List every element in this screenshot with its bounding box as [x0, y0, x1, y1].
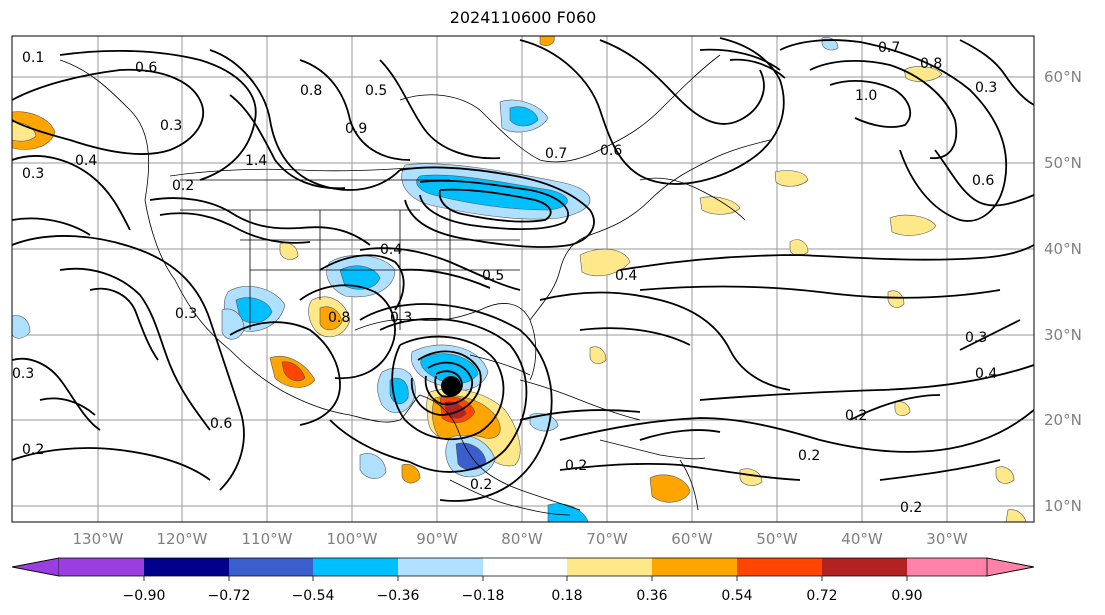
contour-label: 0.2 — [845, 408, 867, 424]
lon-label: 40°W — [841, 530, 883, 548]
contour-label: 0.6 — [135, 60, 157, 76]
contour-label: 0.2 — [798, 448, 820, 464]
contour-label: 0.1 — [22, 50, 44, 66]
lat-label: 40°N — [1044, 240, 1082, 258]
contour-label: 0.6 — [600, 143, 622, 159]
map-title: 2024110600 F060 — [449, 8, 597, 27]
colorbar-tick: 0.54 — [721, 588, 752, 604]
contour-label: 0.4 — [75, 153, 97, 169]
contour-label: 0.3 — [160, 118, 182, 134]
lat-label: 20°N — [1044, 411, 1082, 429]
contour-label: 0.3 — [965, 330, 987, 346]
colorbar-tick: 0.72 — [806, 588, 837, 604]
lat-label: 60°N — [1044, 68, 1082, 86]
contour-label: 0.3 — [390, 310, 412, 326]
shaded-anomalies — [12, 36, 1027, 522]
colorbar-segment — [229, 558, 313, 576]
lon-label: 80°W — [501, 530, 543, 548]
contour-label: 0.2 — [900, 500, 922, 516]
contour-label: 0.3 — [12, 366, 34, 382]
lon-label: 100°W — [327, 530, 378, 548]
contour-label: 0.7 — [878, 40, 900, 56]
colorbar-segment — [59, 558, 144, 576]
colorbar-segment — [398, 558, 483, 576]
colorbar-arrow-high — [986, 557, 1035, 577]
colorbar-tick: −0.36 — [377, 588, 420, 604]
contour-label: 0.3 — [22, 166, 44, 182]
lat-label: 10°N — [1044, 497, 1082, 515]
contour-label: 0.4 — [975, 366, 997, 382]
contour-label: 0.2 — [565, 458, 587, 474]
contour-label: 0.8 — [920, 56, 942, 72]
lat-label: 50°N — [1044, 154, 1082, 172]
contour-lines — [12, 37, 1034, 502]
colorbar-segment — [737, 558, 822, 576]
contour-label: 0.7 — [545, 146, 567, 162]
lon-label: 90°W — [416, 530, 458, 548]
colorbar-tick: 0.18 — [551, 588, 582, 604]
colorbar-segment — [144, 558, 229, 576]
contour-label: 0.2 — [172, 178, 194, 194]
contour-label: 0.8 — [328, 310, 350, 326]
lon-label: 60°W — [671, 530, 713, 548]
contour-label: 0.2 — [22, 442, 44, 458]
colorbar-tick: −0.90 — [123, 588, 166, 604]
contour-label: 1.0 — [855, 88, 877, 104]
colorbar-tick: 0.90 — [891, 588, 922, 604]
colorbar-arrow-low — [11, 557, 60, 577]
contour-label: 1.4 — [245, 153, 267, 169]
colorbar-segment — [567, 558, 652, 576]
map-panel: 0.1 0.6 0.3 0.4 0.5 0.7 1.0 0.8 0.2 0.9 … — [11, 35, 1035, 523]
contour-label: 0.6 — [972, 173, 994, 189]
contour-label: 0.3 — [175, 306, 197, 322]
latitude-labels: 60°N 50°N 40°N 30°N 20°N 10°N — [1044, 68, 1082, 515]
contour-label: 0.4 — [615, 268, 637, 284]
contour-label: 0.6 — [210, 416, 232, 432]
colorbar-tick: −0.54 — [292, 588, 335, 604]
colorbar-segment — [652, 558, 737, 576]
lat-label: 30°N — [1044, 326, 1082, 344]
longitude-labels: 130°W 120°W 110°W 100°W 90°W 80°W 70°W 6… — [73, 530, 968, 548]
lon-label: 70°W — [586, 530, 628, 548]
map-frame — [11, 35, 1035, 523]
contour-label: 0.5 — [365, 83, 387, 99]
lon-label: 30°W — [926, 530, 968, 548]
contour-label: 0.8 — [300, 83, 322, 99]
colorbar-segment — [907, 558, 987, 576]
colorbar-tick: −0.18 — [462, 588, 505, 604]
lon-label: 110°W — [242, 530, 293, 548]
colorbar: −0.90 −0.72 −0.54 −0.36 −0.18 0.18 0.36 … — [11, 557, 1035, 604]
lon-label: 120°W — [157, 530, 208, 548]
colorbar-segment — [822, 558, 907, 576]
contour-label: 0.4 — [380, 242, 402, 258]
storm-center-marker — [441, 376, 461, 396]
contour-label: 0.5 — [482, 268, 504, 284]
contour-label: 0.3 — [975, 80, 997, 96]
contour-labels: 0.1 0.6 0.3 0.4 0.5 0.7 1.0 0.8 0.2 0.9 … — [12, 40, 997, 516]
colorbar-segment — [483, 558, 567, 576]
colorbar-tick: 0.36 — [636, 588, 667, 604]
lon-label: 130°W — [73, 530, 124, 548]
contour-label: 0.2 — [470, 477, 492, 493]
lon-label: 50°W — [756, 530, 798, 548]
colorbar-frame — [11, 557, 1035, 577]
colorbar-segment — [313, 558, 398, 576]
coastlines — [59, 54, 771, 516]
gridlines — [12, 36, 1034, 522]
colorbar-tick: −0.72 — [208, 588, 251, 604]
contour-label: 0.9 — [345, 121, 367, 137]
